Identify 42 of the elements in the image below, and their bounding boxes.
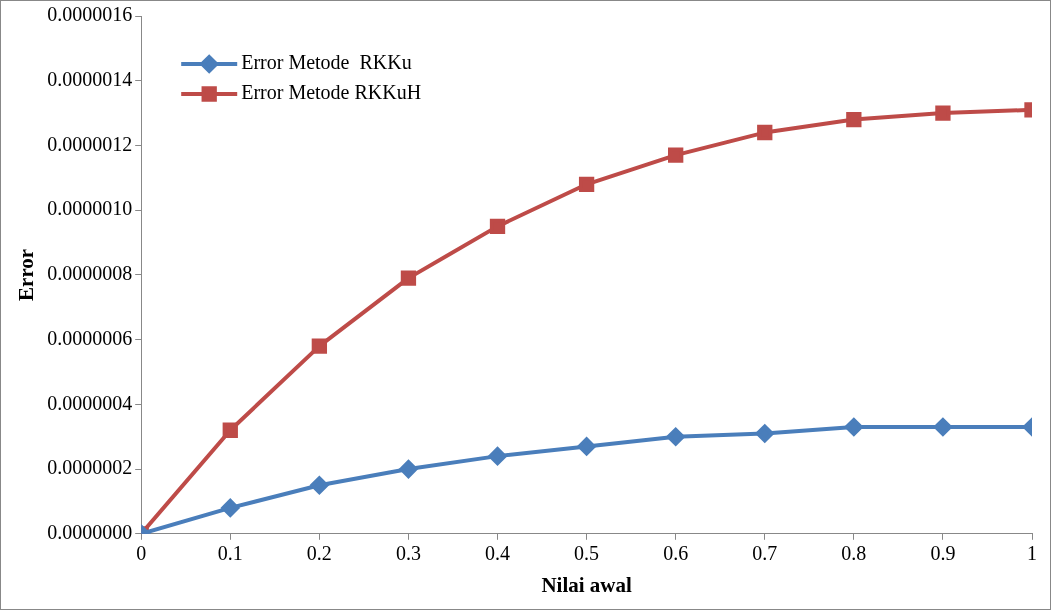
y-tick-label: 0.0000010 [47,197,133,220]
point [577,437,596,456]
x-tick-label: 0.7 [752,542,778,565]
x-tick-label: 0.4 [485,542,511,565]
point [400,270,417,286]
y-tick-label: 0.0000016 [47,3,133,26]
legend-label: Error Metode RKKu [241,51,412,74]
y-tick-label: 0.0000014 [47,67,133,90]
y-tick-label: 0.0000004 [47,391,133,414]
point [310,476,329,495]
point [666,427,685,446]
y-tick-label: 0.0000008 [47,262,133,285]
point [311,338,328,354]
point [399,460,418,479]
point [222,422,238,438]
y-tick-label: 0.0000006 [47,326,133,349]
x-tick-label: 0.2 [306,542,332,565]
x-tick-label: 0 [136,542,147,565]
point [757,124,773,141]
point [933,418,952,436]
y-tick-label: 0.0000002 [47,456,133,479]
x-tick-label: 0.5 [574,542,600,565]
legend-label: Error Metode RKKuH [241,81,422,104]
point [846,111,862,128]
x-tick-label: 0.8 [841,542,867,565]
point [755,424,774,443]
point [488,447,507,466]
x-tick-label: 0.3 [395,542,421,565]
point [935,105,951,121]
x-tick-label: 0.9 [930,542,956,565]
y-axis-title: Error [14,248,39,301]
y-tick-label: 0.0000000 [47,521,133,544]
y-tick-label: 0.0000012 [47,132,133,155]
point [668,147,684,163]
x-tick-label: 0.6 [663,542,689,565]
point [489,218,506,235]
x-tick-label: 0.1 [217,542,243,565]
x-tick-label: 1 [1027,542,1037,565]
point [844,418,863,436]
point [221,498,240,517]
point [578,176,595,192]
x-axis-title: Nilai awal [541,572,632,597]
